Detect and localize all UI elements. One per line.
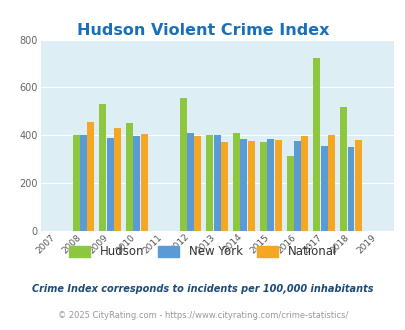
Bar [347,147,354,231]
Bar [87,122,94,231]
Bar [114,128,121,231]
Bar [213,135,220,231]
Bar [187,133,194,231]
Bar [206,135,213,231]
Bar [301,137,307,231]
Bar [240,139,247,231]
Bar [320,146,327,231]
Bar [221,143,228,231]
Text: © 2025 CityRating.com - https://www.cityrating.com/crime-statistics/: © 2025 CityRating.com - https://www.city… [58,312,347,320]
Bar [286,156,293,231]
Bar [339,107,346,231]
Text: Hudson Violent Crime Index: Hudson Violent Crime Index [77,23,328,38]
Bar [126,123,133,231]
Bar [141,134,147,231]
Bar [80,135,87,231]
Bar [259,143,266,231]
Bar [266,139,273,231]
Bar [274,140,281,231]
Legend: Hudson, New York, National: Hudson, New York, National [65,242,340,262]
Bar [194,137,201,231]
Text: Crime Index corresponds to incidents per 100,000 inhabitants: Crime Index corresponds to incidents per… [32,284,373,294]
Bar [313,57,320,231]
Bar [232,133,239,231]
Bar [179,98,186,231]
Bar [72,135,79,231]
Bar [354,140,361,231]
Bar [293,141,300,231]
Bar [107,138,113,231]
Bar [133,137,140,231]
Bar [247,141,254,231]
Bar [327,135,334,231]
Bar [99,104,106,231]
